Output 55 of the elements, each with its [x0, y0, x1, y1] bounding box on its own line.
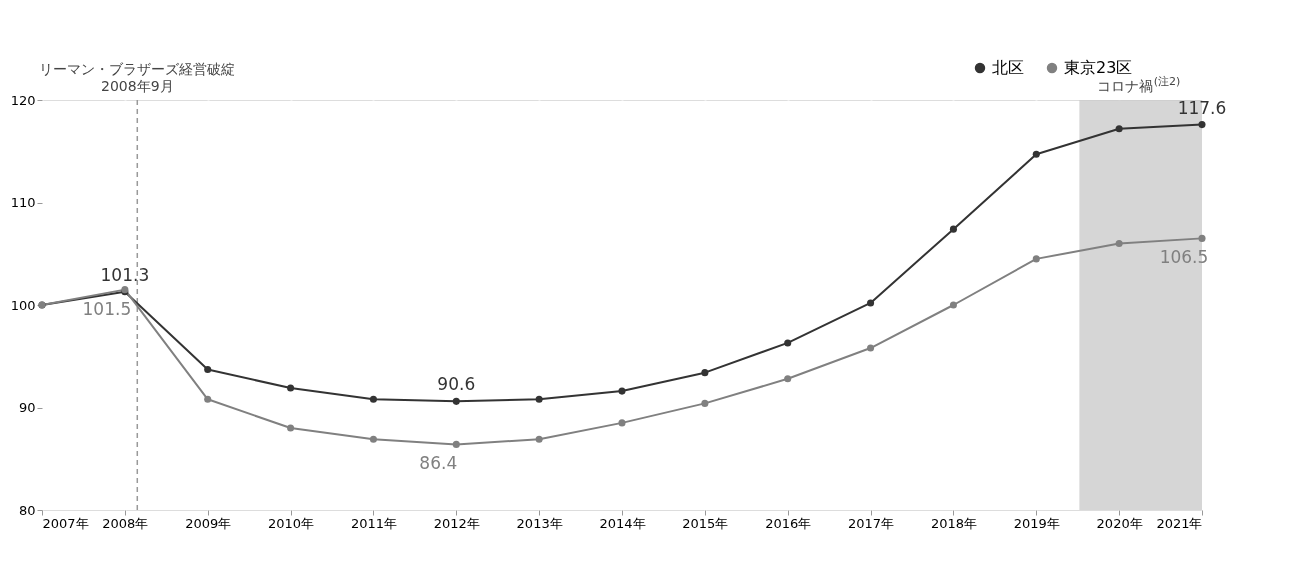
x-tick-label: 2020年	[1096, 515, 1143, 531]
x-tick-label: 2016年	[765, 515, 812, 531]
x-tick-label: 2009年	[185, 515, 232, 531]
point	[867, 299, 875, 307]
point	[867, 344, 875, 352]
x-tick-label: 2015年	[682, 515, 729, 531]
y-tick-label: 100	[10, 297, 36, 313]
point	[701, 369, 709, 377]
point	[1198, 121, 1206, 129]
x-tick-label: 2014年	[599, 515, 646, 531]
x-tick-label: 2011年	[350, 515, 397, 531]
x-tick-label: 2008年	[102, 515, 149, 531]
point	[369, 435, 377, 443]
point	[1115, 125, 1123, 133]
x-tick-label: 2012年	[433, 515, 480, 531]
y-tick-label: 80	[18, 502, 36, 518]
point	[949, 225, 957, 233]
point	[618, 387, 626, 395]
point	[784, 339, 792, 347]
x-tick-label: 2019年	[1013, 515, 1060, 531]
point	[452, 397, 460, 405]
point	[287, 384, 295, 392]
point	[949, 301, 957, 309]
data-label: 101.3	[100, 264, 150, 285]
y-tick-label: 90	[18, 400, 36, 415]
point	[535, 435, 543, 443]
point	[287, 424, 295, 432]
data-label: 106.5	[1159, 247, 1209, 268]
point	[618, 419, 626, 427]
legend-label: 東京23区	[1064, 58, 1133, 77]
ref-line-label: リーマン・ブラザーズ経営破綻 2008年9月	[39, 61, 236, 94]
data-label: 90.6	[437, 374, 476, 395]
point	[1198, 234, 1206, 242]
point	[701, 399, 709, 407]
point	[1115, 239, 1123, 248]
point	[535, 395, 543, 403]
y-tick-label: 120	[10, 92, 36, 108]
x-tick-label: 2007年	[42, 515, 89, 531]
x-tick-label: 2013年	[516, 515, 563, 531]
x-tick-label: 2017年	[848, 515, 895, 531]
point	[369, 395, 377, 403]
point	[204, 366, 212, 374]
x-tick-label: 2021年	[1156, 515, 1203, 531]
point	[452, 440, 460, 448]
point	[784, 375, 792, 383]
data-label: 86.4	[419, 453, 458, 474]
legend-label: 北区	[992, 58, 1024, 77]
point	[204, 395, 212, 403]
point	[1032, 255, 1040, 263]
data-label: 101.5	[82, 298, 132, 319]
x-tick-label: 2010年	[268, 515, 315, 531]
x-tick-label: 2018年	[930, 515, 977, 531]
point	[1032, 150, 1040, 158]
data-label: 117.6	[1177, 97, 1227, 118]
y-tick-label: 110	[10, 195, 36, 210]
